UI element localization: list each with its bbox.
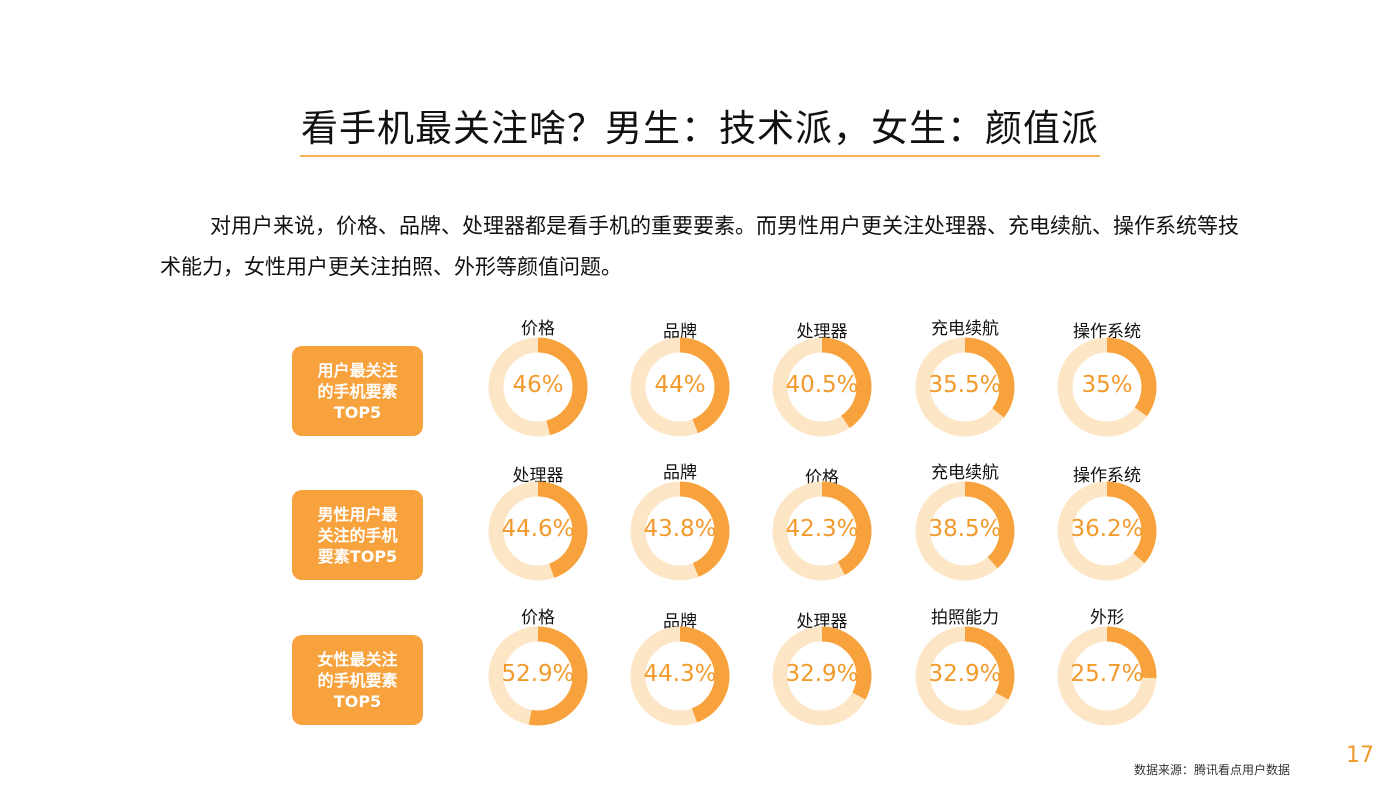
- row-label-text: 女性最关注 的手机要素 TOP5: [317, 649, 398, 711]
- page-title: 看手机最关注啥？男生：技术派，女生：颜值派: [301, 107, 1099, 150]
- donut-value-label: 32.9%: [928, 661, 1002, 687]
- donut-category-label: 处理器: [796, 322, 848, 342]
- donut-chart: [915, 481, 1015, 581]
- donut-value-arc: [772, 626, 872, 726]
- donut-category-label: 充电续航: [931, 463, 999, 483]
- donut-value-arc: [772, 337, 872, 437]
- donut-chart: [915, 626, 1015, 726]
- intro-paragraph: 对用户来说，价格、品牌、处理器都是看手机的重要要素。而男性用户更关注处理器、充电…: [160, 214, 1239, 279]
- donut-chart: [630, 337, 730, 437]
- donut-value-arc: [630, 626, 730, 726]
- donut-category-label: 价格: [521, 608, 555, 628]
- donut-value-arc: [1057, 626, 1157, 726]
- donut-category-label: 外形: [1090, 608, 1124, 628]
- donut-chart: [630, 481, 730, 581]
- donut-chart: [1057, 481, 1157, 581]
- donut-category-label: 品牌: [663, 463, 697, 483]
- donut-value-label: 44.3%: [643, 661, 717, 687]
- donut-chart: [1057, 626, 1157, 726]
- donut-value-label: 44%: [654, 372, 706, 398]
- donut-value-label: 40.5%: [785, 372, 859, 398]
- donut-chart: [488, 481, 588, 581]
- donut-value-arc: [488, 481, 588, 581]
- donut-value-label: 44.6%: [501, 516, 575, 542]
- page-number: 17: [1346, 743, 1374, 768]
- donut-value-label: 25.7%: [1070, 661, 1144, 687]
- donut-value-arc: [915, 337, 1015, 437]
- donut-chart: [772, 626, 872, 726]
- donut-category-label: 操作系统: [1073, 322, 1141, 342]
- donut-value-arc: [915, 626, 1015, 726]
- donut-value-arc: [915, 481, 1015, 581]
- row-label-text: 用户最关注 的手机要素 TOP5: [317, 360, 398, 422]
- donut-value-arc: [1057, 481, 1157, 581]
- donut-value-label: 46%: [512, 372, 564, 398]
- donut-category-label: 拍照能力: [931, 608, 999, 628]
- donut-category-label: 处理器: [796, 612, 848, 632]
- row-label: 女性最关注 的手机要素 TOP5: [292, 635, 423, 725]
- donut-value-label: 38.5%: [928, 516, 1002, 542]
- donut-value-label: 35.5%: [928, 372, 1002, 398]
- donut-chart: [630, 626, 730, 726]
- donut-value-label: 36.2%: [1070, 516, 1144, 542]
- donut-category-label: 处理器: [512, 466, 564, 486]
- donut-chart: [772, 337, 872, 437]
- donut-value-arc: [630, 481, 730, 581]
- title-underline: [300, 155, 1100, 157]
- donut-value-label: 52.9%: [501, 661, 575, 687]
- donut-value-label: 35%: [1081, 372, 1133, 398]
- donut-chart: [915, 337, 1015, 437]
- donut-category-label: 价格: [521, 319, 555, 339]
- donut-value-arc: [488, 626, 588, 726]
- donut-chart: [772, 481, 872, 581]
- row-label: 用户最关注 的手机要素 TOP5: [292, 346, 423, 436]
- donut-chart: [1057, 337, 1157, 437]
- donut-value-arc: [488, 337, 588, 437]
- donut-value-arc: [1057, 337, 1157, 437]
- donut-value-label: 43.8%: [643, 516, 717, 542]
- row-label-text: 男性用户最 关注的手机 要素TOP5: [317, 504, 398, 566]
- donut-value-arc: [630, 337, 730, 437]
- row-label: 男性用户最 关注的手机 要素TOP5: [292, 490, 423, 580]
- donut-category-label: 品牌: [663, 612, 697, 632]
- donut-value-label: 42.3%: [785, 516, 859, 542]
- donut-category-label: 充电续航: [931, 319, 999, 339]
- donut-chart: [488, 337, 588, 437]
- donut-category-label: 品牌: [663, 322, 697, 342]
- donut-value-label: 32.9%: [785, 661, 859, 687]
- donut-category-label: 操作系统: [1073, 466, 1141, 486]
- donut-chart: [488, 626, 588, 726]
- donut-value-arc: [772, 481, 872, 581]
- data-source: 数据来源：腾讯看点用户数据: [1133, 763, 1290, 777]
